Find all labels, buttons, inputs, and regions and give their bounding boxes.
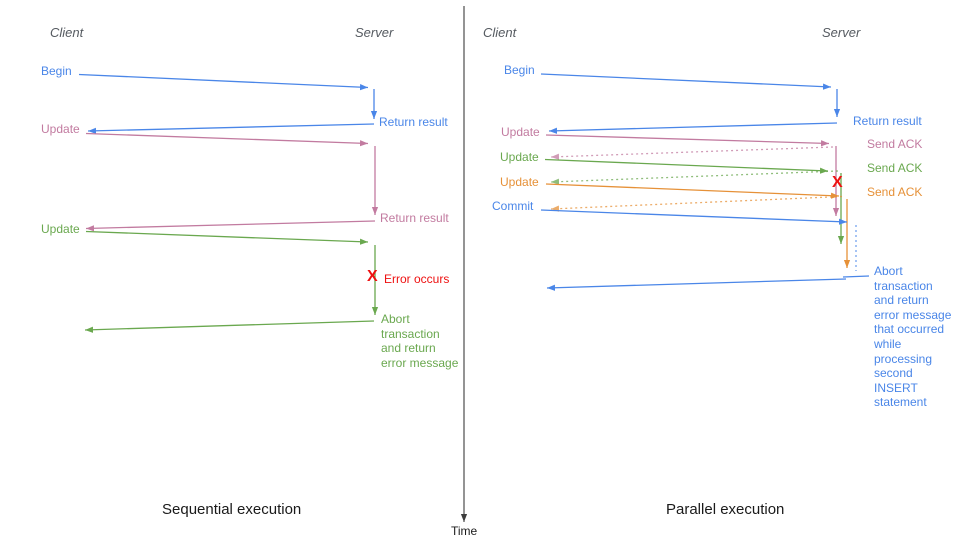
left-abort-return-arrow bbox=[84, 320, 375, 333]
left-update1-label: Update bbox=[41, 122, 80, 136]
left-begin-request-arrow bbox=[78, 73, 369, 91]
right-panel-arrows bbox=[540, 73, 870, 291]
right-update2-label: Update bbox=[500, 150, 539, 164]
left-server-header: Server bbox=[355, 25, 394, 40]
right-commit-request-arrow bbox=[540, 209, 848, 225]
left-abort-message: Abort transaction and return error messa… bbox=[381, 312, 459, 370]
left-return-result1-label: Return result bbox=[379, 115, 448, 129]
left-client-header: Client bbox=[50, 25, 84, 40]
left-error-x-icon: X bbox=[367, 268, 378, 285]
right-panel-title: Parallel execution bbox=[666, 501, 785, 518]
right-begin-return-arrow bbox=[548, 122, 838, 134]
left-panel-arrows bbox=[78, 73, 379, 333]
right-begin-label: Begin bbox=[504, 63, 535, 77]
right-abort-start-tick bbox=[842, 275, 870, 278]
right-error-x-icon: X bbox=[832, 174, 843, 191]
right-update1-request-arrow bbox=[545, 134, 830, 147]
right-update3-label: Update bbox=[500, 175, 539, 189]
right-send-ack3-label: Send ACK bbox=[867, 185, 923, 199]
left-error-occurs-label: Error occurs bbox=[384, 272, 450, 286]
right-update2-request-arrow bbox=[544, 158, 829, 174]
left-begin-label: Begin bbox=[41, 64, 72, 78]
left-return-result2-label: Return result bbox=[380, 211, 449, 225]
time-axis-label: Time bbox=[451, 524, 478, 538]
right-abort-return-arrow bbox=[546, 278, 847, 291]
left-begin-return-arrow bbox=[87, 123, 375, 134]
right-send-ack2-label: Send ACK bbox=[867, 161, 923, 175]
right-send-ack1-label: Send ACK bbox=[867, 137, 923, 151]
left-panel-title: Sequential execution bbox=[162, 501, 302, 518]
right-begin-request-arrow bbox=[540, 73, 832, 90]
right-abort-message: Abort transaction and return error messa… bbox=[874, 264, 952, 410]
left-update2-label: Update bbox=[41, 222, 80, 236]
right-client-header: Client bbox=[483, 25, 517, 40]
right-update1-label: Update bbox=[501, 125, 540, 139]
right-return-result-label: Return result bbox=[853, 114, 922, 128]
left-update1-request-arrow bbox=[85, 132, 369, 147]
right-ack1-arrow bbox=[550, 146, 834, 160]
right-server-header: Server bbox=[822, 25, 861, 40]
right-ack3-arrow bbox=[550, 195, 843, 212]
right-commit-label: Commit bbox=[492, 199, 534, 213]
right-update3-request-arrow bbox=[545, 183, 840, 199]
right-ack2-arrow bbox=[550, 170, 839, 185]
left-update2-request-arrow bbox=[85, 230, 369, 245]
left-update1-return-arrow bbox=[85, 220, 376, 232]
